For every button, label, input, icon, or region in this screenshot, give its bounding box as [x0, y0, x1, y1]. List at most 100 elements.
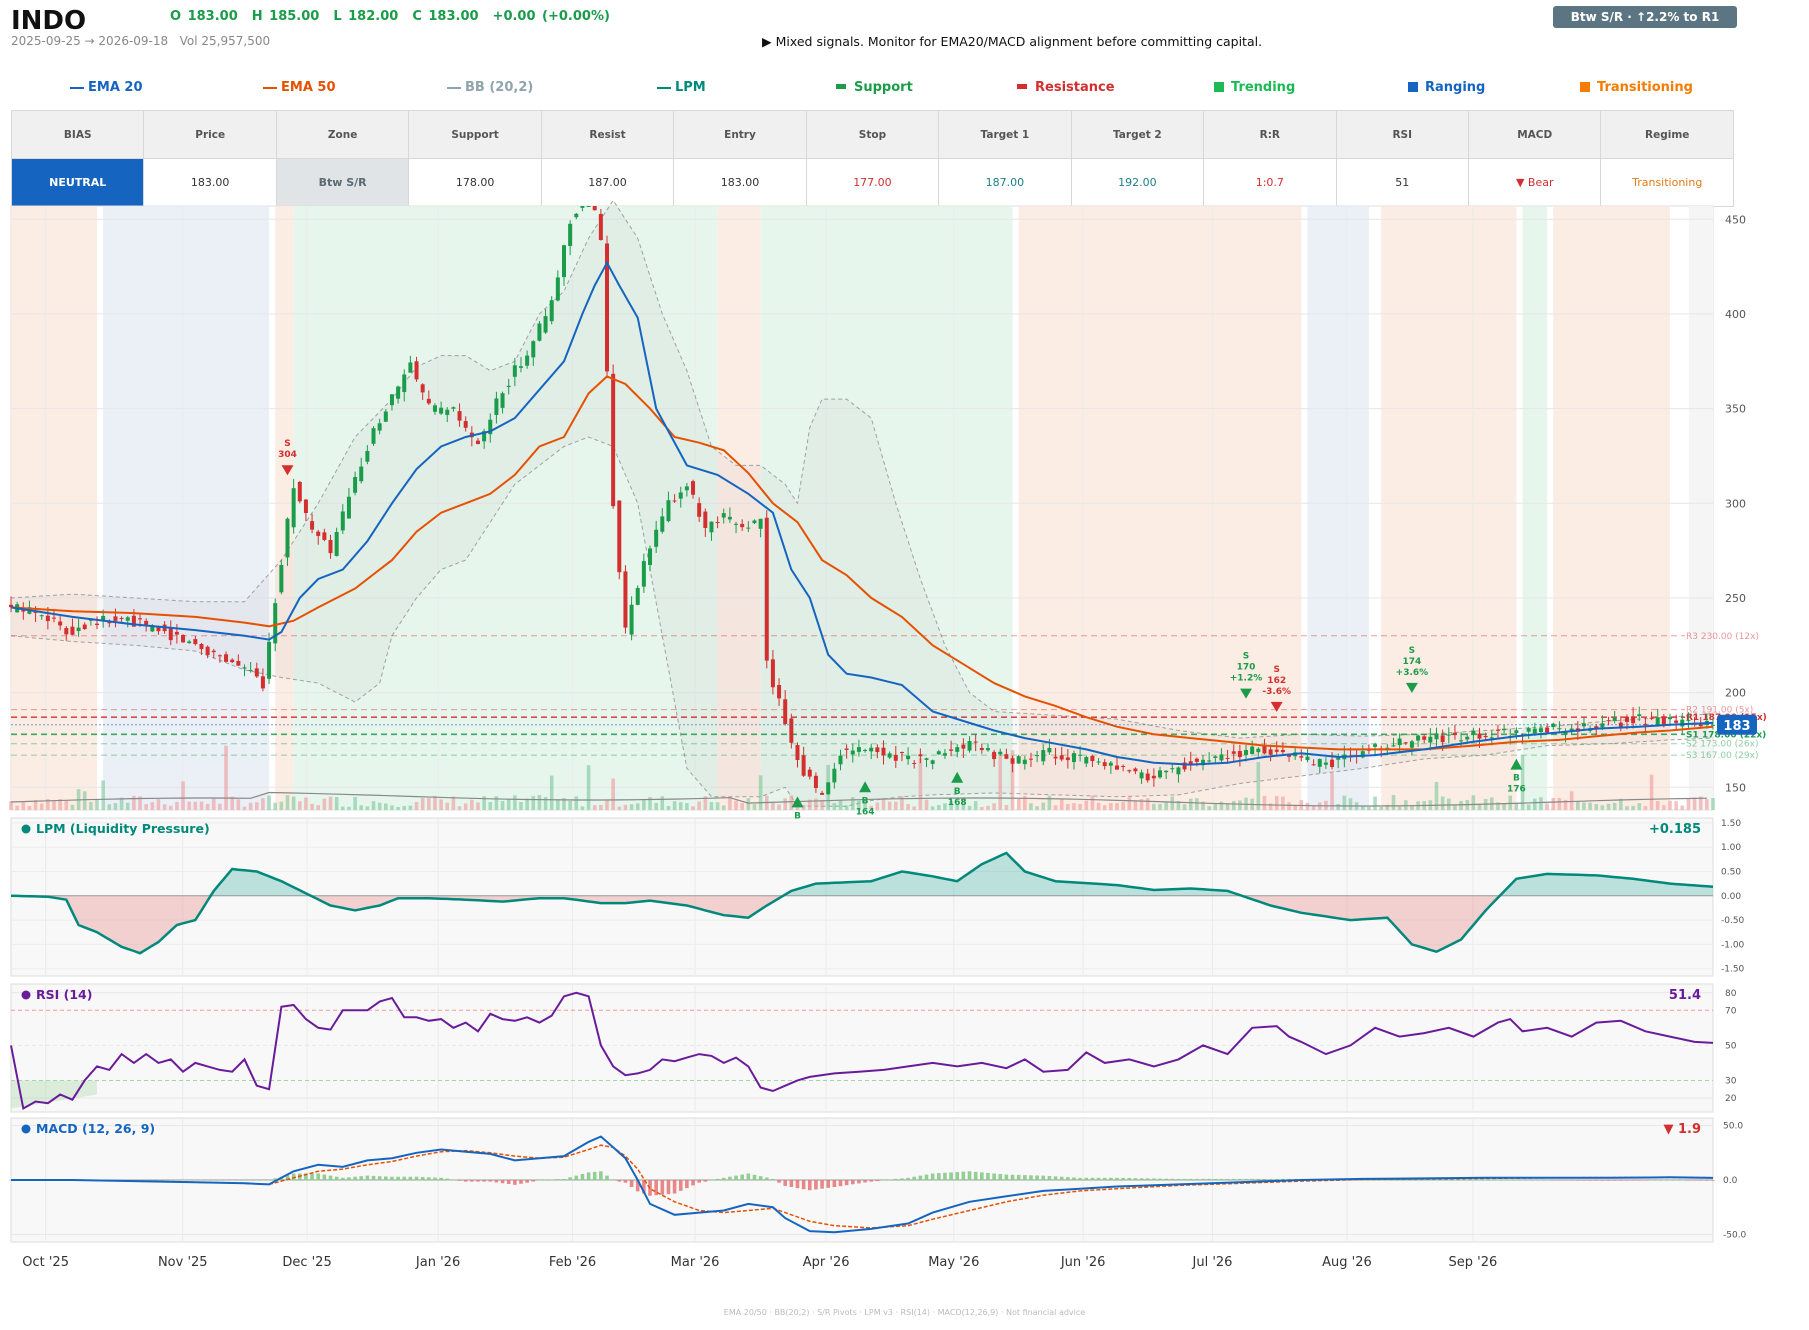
macd-histogram-bar — [592, 1171, 597, 1181]
regime-cell: Transitioning — [1600, 158, 1734, 207]
macd-histogram-bar — [887, 1179, 892, 1181]
candle-body — [1237, 751, 1242, 758]
legend-line-swatch — [70, 86, 84, 89]
candle-body — [1164, 770, 1169, 773]
candle-body — [1127, 770, 1132, 772]
candle-body — [1114, 765, 1119, 770]
macd-histogram-bar — [1606, 1180, 1611, 1181]
bollinger-band-fill — [11, 200, 1713, 807]
candle-body — [1133, 768, 1138, 772]
target-1-cell: 187.00 — [938, 158, 1072, 207]
candle-body — [549, 300, 554, 322]
macd-histogram-bar — [998, 1174, 1003, 1181]
candle-body — [1182, 762, 1187, 770]
candle-body — [310, 521, 315, 530]
macd-histogram-bar — [1551, 1180, 1556, 1181]
candle-body — [666, 500, 671, 522]
volume-bar — [777, 804, 781, 810]
macd-histogram-bar — [291, 1173, 296, 1181]
candle-body — [291, 488, 296, 528]
volume-bar — [359, 805, 364, 810]
candle-body — [113, 616, 118, 621]
macd-histogram-bar — [795, 1180, 800, 1189]
volume-bar — [1084, 800, 1089, 810]
candle-body — [1071, 753, 1076, 763]
sr-level-label: R3 230.00 (12x) — [1686, 632, 1759, 642]
x-tick-label: Sep '26 — [1449, 1255, 1498, 1270]
candle-body — [1170, 768, 1175, 770]
macd-histogram-bar — [961, 1171, 966, 1181]
candle-body — [432, 405, 437, 412]
legend-transitioning[interactable]: Transitioning — [1580, 80, 1693, 95]
candle-body — [1022, 759, 1027, 765]
macd-histogram-bar — [832, 1180, 837, 1188]
candle-body — [1084, 757, 1089, 764]
candle-body — [801, 755, 806, 776]
candle-body — [617, 500, 622, 573]
candle-body — [899, 752, 904, 754]
candle-body — [795, 745, 800, 760]
volume-bar — [1514, 803, 1519, 810]
volume-bar — [390, 805, 394, 810]
sr-level-label: S2 173.00 (26x) — [1686, 740, 1758, 750]
volume-bar — [1268, 803, 1273, 810]
volume-bar — [1182, 804, 1187, 810]
macd-histogram-bar — [918, 1175, 923, 1181]
lpm-tick-label: -1.00 — [1721, 940, 1745, 950]
candle-body — [1041, 750, 1046, 762]
volume-bar — [525, 798, 529, 810]
volume-bar — [101, 780, 105, 810]
legend-label: Trending — [1231, 80, 1296, 95]
macd-histogram-bar — [1053, 1176, 1058, 1181]
candle-body — [856, 747, 861, 752]
candle-body — [936, 751, 941, 755]
rsi-dot-icon — [21, 990, 31, 1000]
legend-ema50[interactable]: EMA 50 — [263, 80, 336, 95]
macd-histogram-bar — [1096, 1177, 1101, 1181]
rsi-tick-label: 30 — [1725, 1076, 1737, 1086]
rsi-cell: 51 — [1335, 158, 1469, 207]
candle-body — [942, 753, 947, 756]
volume-bar — [771, 802, 775, 810]
legend-square-swatch — [1580, 82, 1590, 92]
candle-body — [359, 466, 364, 482]
macd-histogram-bar — [162, 1180, 167, 1181]
volume-bar — [1711, 797, 1715, 810]
candle-body — [1440, 735, 1445, 743]
candle-body — [1053, 756, 1058, 759]
rsi-value-label: 51.4 — [1669, 988, 1701, 1003]
legend-trending[interactable]: Trending — [1214, 80, 1295, 95]
macd-histogram-bar — [525, 1180, 529, 1183]
volume-bar — [1612, 802, 1617, 810]
legend-ranging[interactable]: Ranging — [1408, 80, 1485, 95]
macd-histogram-bar — [900, 1178, 904, 1181]
candle-body — [678, 492, 683, 499]
legend-lpm[interactable]: LPM — [657, 80, 706, 95]
candle-body — [691, 481, 696, 495]
macd-histogram-bar — [150, 1180, 155, 1181]
macd-histogram-bar — [943, 1172, 947, 1181]
volume-bar — [377, 802, 382, 810]
macd-histogram-bar — [1686, 1180, 1691, 1181]
candle-body — [512, 365, 517, 377]
volume-bar — [1649, 774, 1654, 810]
legend-resistance[interactable]: Resistance — [1017, 80, 1115, 95]
macd-histogram-bar — [697, 1180, 701, 1183]
legend-support[interactable]: Support — [836, 80, 913, 95]
candle-body — [39, 615, 44, 617]
macd-histogram-bar — [1446, 1179, 1451, 1181]
legend-ema20[interactable]: EMA 20 — [70, 80, 143, 95]
volume-bar — [82, 791, 87, 810]
volume-bar — [138, 796, 142, 810]
macd-histogram-bar — [709, 1180, 714, 1181]
legend-bb[interactable]: BB (20,2) — [447, 80, 533, 95]
volume-bar — [242, 806, 247, 810]
volume-bar — [930, 806, 935, 810]
volume-bar — [494, 796, 499, 810]
volume-bar — [211, 798, 216, 810]
macd-histogram-bar — [893, 1178, 898, 1181]
volume-bar — [248, 802, 253, 810]
macd-histogram-bar — [1244, 1178, 1248, 1181]
